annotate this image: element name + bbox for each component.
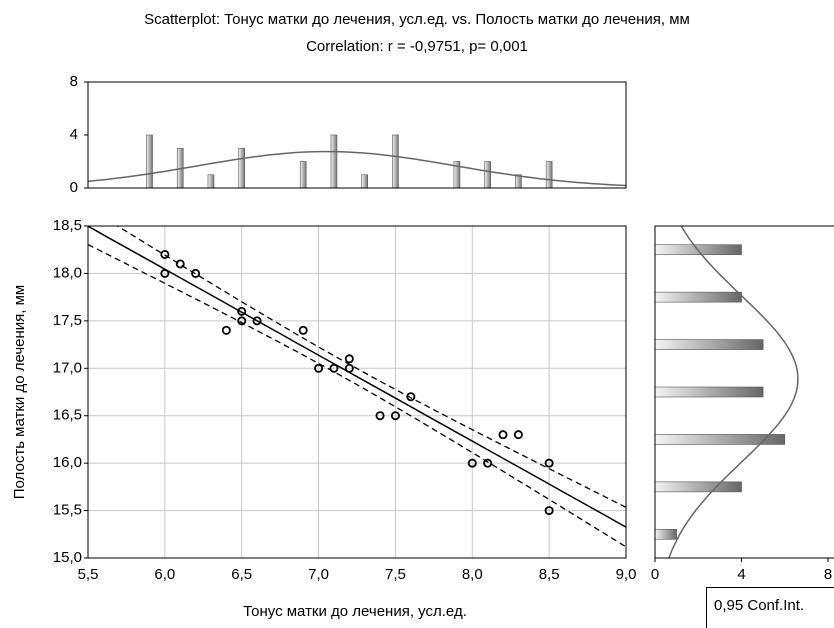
x-tick-label: 5,5 [78, 566, 99, 583]
x-axis-label: Тонус матки до лечения, усл.ед. [243, 603, 467, 620]
bar [392, 134, 399, 189]
x-tick-label: 6,0 [154, 566, 175, 583]
bar [484, 161, 491, 189]
y-tick-label: 15,0 [53, 549, 82, 566]
bar [361, 174, 368, 189]
bar [299, 161, 307, 189]
point [160, 268, 170, 278]
legend-box [706, 587, 834, 628]
point [467, 458, 477, 468]
y-tick-label: 16,5 [53, 407, 82, 424]
x-tick-label: 9,0 [616, 566, 637, 583]
y-tick-label: 17,5 [53, 312, 82, 329]
point [329, 363, 339, 373]
y-tick-label: 4 [70, 126, 78, 143]
point [483, 458, 493, 468]
y-axis-label: Полость матки до лечения, мм [11, 285, 28, 499]
x-tick-label: 7,0 [308, 566, 329, 583]
y-tick-label: 16,0 [53, 454, 82, 471]
bar [654, 291, 742, 303]
point [252, 316, 262, 326]
normal-curve [88, 150, 626, 187]
bar [146, 134, 153, 189]
point [175, 259, 185, 269]
x-tick-label: 0 [651, 566, 659, 583]
point [544, 458, 554, 468]
y-tick-label: 0 [70, 179, 78, 196]
x-tick-label: 8,0 [462, 566, 483, 583]
x-tick-label: 8,5 [539, 566, 560, 583]
point [344, 363, 354, 373]
bar [654, 528, 677, 540]
normal-curve [668, 226, 799, 558]
bar [238, 147, 246, 189]
point [237, 306, 247, 316]
point [191, 268, 201, 278]
point [237, 316, 247, 326]
y-tick-label: 18,5 [53, 217, 82, 234]
bar [330, 134, 338, 189]
bar [545, 161, 553, 189]
chart-title: Scatterplot: Тонус матки до лечения, усл… [144, 11, 690, 28]
chart-subtitle: Correlation: r = -0,9751, p= 0,001 [306, 38, 528, 55]
point [298, 325, 308, 335]
y-tick-label: 18,0 [53, 264, 82, 281]
point [375, 411, 385, 421]
point [390, 411, 400, 421]
plot-frame [87, 81, 627, 189]
point [314, 363, 324, 373]
regression-line [88, 226, 626, 528]
x-tick-label: 6,5 [231, 566, 252, 583]
point [406, 392, 416, 402]
point [513, 430, 523, 440]
legend-label: 0,95 Conf.Int. [714, 597, 804, 614]
point [221, 325, 231, 335]
y-tick-label: 17,0 [53, 359, 82, 376]
confidence-band [88, 244, 626, 548]
x-tick-label: 7,5 [385, 566, 406, 583]
bar [654, 339, 764, 350]
point [544, 506, 554, 516]
y-tick-label: 15,5 [53, 502, 82, 519]
bar [654, 481, 742, 493]
bar [207, 174, 215, 189]
x-tick-label: 4 [737, 566, 745, 583]
point [344, 354, 354, 364]
plot-frame [87, 225, 627, 559]
y-tick-label: 8 [70, 73, 78, 90]
bar [654, 386, 764, 398]
point [160, 249, 170, 259]
plot-frame [654, 225, 834, 559]
x-tick-label: 8 [824, 566, 832, 583]
confidence-band [116, 226, 626, 508]
point [498, 430, 508, 440]
